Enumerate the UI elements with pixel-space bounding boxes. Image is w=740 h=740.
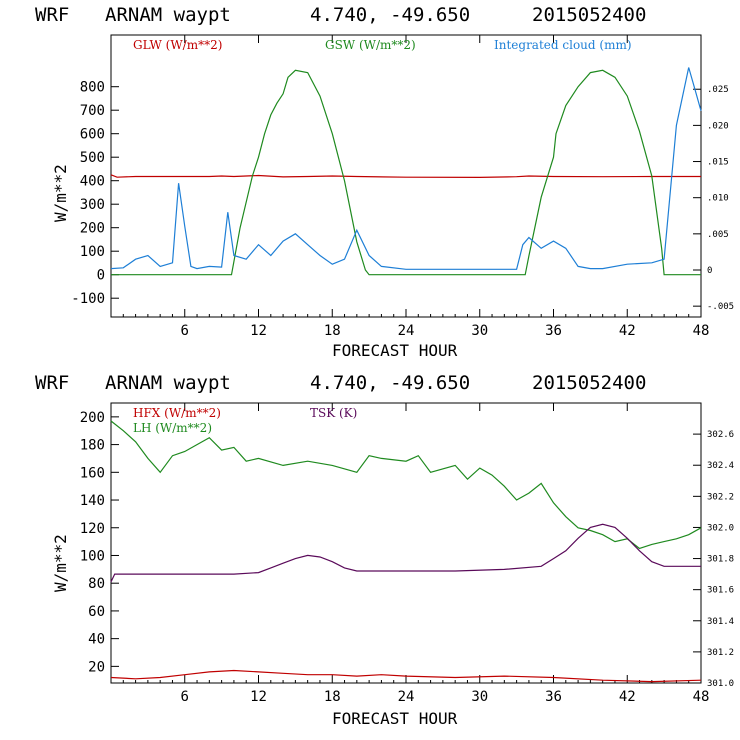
top-xlabel: FORECAST HOUR	[332, 341, 458, 360]
top-legend-glw: GLW (W/m**2)	[133, 38, 222, 52]
bottom-y2-tick-label: 302.6	[707, 430, 734, 440]
bottom-y2-tick-label: 302.4	[707, 461, 734, 471]
bottom-y-tick-label: 160	[80, 465, 105, 481]
top-header-site: ARNAM waypt	[105, 4, 231, 26]
top-x-tick-label: 24	[398, 323, 415, 339]
top-legend-cloud: Integrated cloud (mm)	[494, 38, 632, 52]
top-y2-tick-label: .020	[707, 121, 729, 131]
bottom-header-model: WRF	[35, 372, 69, 394]
top-y2-tick-label: .010	[707, 194, 729, 204]
top-x-tick-label: 48	[693, 323, 710, 339]
bottom-y-tick-label: 180	[80, 438, 105, 454]
bottom-legend-hfx: HFX (W/m**2)	[133, 406, 221, 420]
top-y-tick-label: -100	[71, 291, 105, 307]
bottom-series-hfx-line	[110, 669, 702, 683]
top-y-tick-label: 200	[80, 221, 105, 237]
top-y2-tick-label: .025	[707, 85, 729, 95]
bottom-y-tick-label: 120	[80, 521, 105, 537]
bottom-series-group	[110, 420, 702, 683]
bottom-series-tsk-line	[110, 523, 701, 583]
bottom-panel: WRF ARNAM waypt 4.740, -49.650 201505240…	[35, 372, 734, 728]
bottom-y-tick-label: 60	[88, 604, 105, 620]
bottom-header-site: ARNAM waypt	[105, 372, 231, 394]
top-x-tick-label: 6	[181, 323, 189, 339]
top-header-model: WRF	[35, 4, 69, 26]
bottom-ylabel: W/m**2	[51, 534, 70, 592]
bottom-y2-tick-label: 301.4	[707, 617, 734, 627]
bottom-legend-tsk: TSK (K)	[310, 406, 357, 420]
bottom-y-tick-label: 100	[80, 548, 105, 564]
top-y2-tick-label: 0	[707, 266, 712, 276]
bottom-x-tick-label: 48	[693, 689, 710, 705]
bottom-y-tick-label: 200	[80, 410, 105, 426]
top-y-tick-label: 800	[80, 80, 105, 96]
bottom-y-tick-label: 40	[88, 632, 105, 648]
bottom-header-run: 2015052400	[532, 372, 646, 394]
bottom-y2-tick-label: 301.2	[707, 648, 734, 658]
bottom-x-tick-label: 18	[324, 689, 341, 705]
bottom-x-tick-label: 6	[181, 689, 189, 705]
top-y2-tick-label: .005	[707, 230, 729, 240]
bottom-series-lh-line	[110, 420, 702, 550]
bottom-y2-tick-label: 302.2	[707, 492, 734, 502]
bottom-xlabel: FORECAST HOUR	[332, 709, 458, 728]
top-header-coords: 4.740, -49.650	[310, 4, 470, 26]
top-panel: WRF ARNAM waypt 4.740, -49.650 201505240…	[35, 4, 734, 360]
top-y-tick-label: 0	[97, 268, 105, 284]
bottom-header-coords: 4.740, -49.650	[310, 372, 470, 394]
top-y-tick-label: 500	[80, 150, 105, 166]
top-series-group	[110, 67, 702, 276]
top-ylabel: W/m**2	[51, 164, 70, 222]
top-series-gsw-line	[111, 69, 701, 276]
bottom-legend-lh: LH (W/m**2)	[133, 421, 212, 435]
bottom-x-tick-label: 42	[619, 689, 636, 705]
top-x-tick-label: 36	[545, 323, 562, 339]
top-y2-tick-label: .015	[707, 158, 729, 168]
top-x-tick-label: 30	[471, 323, 488, 339]
bottom-y-tick-label: 140	[80, 493, 105, 509]
bottom-x-tick-label: 30	[471, 689, 488, 705]
top-y-tick-label: 600	[80, 127, 105, 143]
top-series-integrated-line	[110, 67, 702, 270]
top-y-tick-label: 100	[80, 244, 105, 260]
top-x-tick-label: 18	[324, 323, 341, 339]
top-header-run: 2015052400	[532, 4, 646, 26]
bottom-x-tick-label: 36	[545, 689, 562, 705]
top-y-tick-label: 700	[80, 103, 105, 119]
top-x-tick-label: 12	[250, 323, 267, 339]
top-y-tick-label: 300	[80, 197, 105, 213]
top-y2-tick-label: -.005	[707, 302, 734, 312]
bottom-ticks: 6 12 18 24 30 36 42 48 20 40 60 80 100 120 140 160 180 20…	[80, 403, 734, 705]
bottom-y-tick-label: 80	[88, 576, 105, 592]
top-y-tick-label: 400	[80, 174, 105, 190]
bottom-y2-tick-label: 302.0	[707, 523, 734, 533]
bottom-x-tick-label: 24	[398, 689, 415, 705]
bottom-y2-tick-label: 301.8	[707, 555, 734, 565]
top-legend-gsw: GSW (W/m**2)	[325, 38, 416, 52]
bottom-y2-tick-label: 301.6	[707, 586, 734, 596]
bottom-x-tick-label: 12	[250, 689, 267, 705]
bottom-plot-frame	[110, 402, 702, 684]
top-ticks: 6 12 18 24 30 36 42 48 -100 0 100 200 300 400 500 600 70…	[71, 35, 734, 339]
bottom-y-tick-label: 20	[88, 659, 105, 675]
top-series-glw-line	[110, 174, 701, 179]
top-x-tick-label: 42	[619, 323, 636, 339]
bottom-y2-tick-label: 301.0	[707, 679, 734, 689]
